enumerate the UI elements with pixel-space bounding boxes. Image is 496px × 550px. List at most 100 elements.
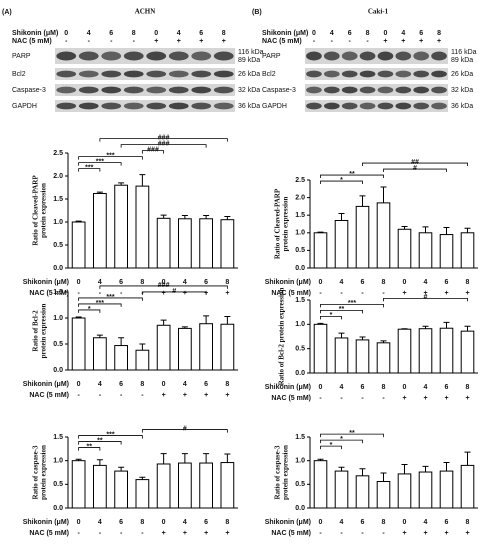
y-tick-label: 1.0 bbox=[53, 315, 63, 322]
bar bbox=[397, 473, 412, 509]
significance-label: ### bbox=[158, 134, 170, 141]
significance-label: # bbox=[413, 165, 417, 172]
error-bar bbox=[338, 212, 345, 221]
x-tick-label: + bbox=[423, 395, 427, 402]
x-tick-label: + bbox=[423, 290, 427, 297]
band bbox=[101, 51, 122, 61]
kda-label: 36 kDa bbox=[238, 103, 260, 110]
error-bar bbox=[203, 453, 210, 464]
row-label: NAC (5 mM) bbox=[12, 38, 52, 45]
band bbox=[377, 70, 394, 78]
x-tick-label: 8 bbox=[225, 519, 229, 526]
lane-label: 4 bbox=[401, 30, 405, 37]
y-tick-label: 0.5 bbox=[53, 341, 63, 348]
significance-bracket bbox=[320, 309, 363, 314]
y-tick-label: 0.0 bbox=[53, 505, 63, 512]
x-tick-label: 6 bbox=[361, 384, 365, 391]
x-tick-label: + bbox=[225, 530, 229, 537]
significance-bracket bbox=[320, 439, 363, 444]
bar bbox=[397, 328, 412, 374]
x-tick-label: 6 bbox=[445, 519, 449, 526]
lane-label: - bbox=[88, 38, 91, 45]
band bbox=[168, 70, 189, 78]
bar bbox=[93, 464, 107, 509]
x-tick-label: 8 bbox=[140, 279, 144, 286]
x-tick-label: + bbox=[444, 395, 448, 402]
band bbox=[413, 70, 430, 78]
lane-label: 8 bbox=[222, 30, 226, 37]
band bbox=[306, 102, 322, 110]
lane-label: - bbox=[366, 38, 369, 45]
error-bar bbox=[380, 186, 387, 203]
error-bar bbox=[422, 226, 429, 233]
y-axis-label: Ratio of Bcl-2 bbox=[32, 310, 40, 352]
error-bar bbox=[317, 322, 324, 325]
panel-label: (B) bbox=[252, 9, 262, 16]
lane-label: + bbox=[383, 38, 387, 45]
significance-bracket bbox=[320, 315, 342, 320]
lane-label: 0 bbox=[383, 30, 387, 37]
bar bbox=[460, 232, 475, 269]
bar bbox=[135, 349, 150, 371]
x-tick-label: 4 bbox=[424, 519, 428, 526]
significance-bracket bbox=[99, 285, 228, 289]
error-bar bbox=[443, 462, 450, 472]
bar bbox=[313, 323, 328, 374]
band bbox=[191, 102, 212, 110]
significance-bracket bbox=[78, 162, 122, 166]
band bbox=[56, 102, 77, 110]
bar bbox=[178, 327, 192, 371]
lane-label: 4 bbox=[87, 30, 91, 37]
x-tick-label: 0 bbox=[77, 279, 81, 286]
band bbox=[323, 70, 340, 78]
error-bar bbox=[118, 466, 125, 472]
x-tick-label: + bbox=[444, 290, 448, 297]
row-label: NAC (5 mM) bbox=[262, 38, 302, 45]
row-label: Shikonin (μM) bbox=[262, 30, 308, 37]
error-bar bbox=[443, 321, 450, 329]
x-tick-label: 6 bbox=[119, 519, 123, 526]
x-row-label: Shikonin (μM) bbox=[23, 279, 69, 286]
band bbox=[213, 86, 234, 94]
significance-bracket bbox=[78, 168, 101, 172]
lane-label: 0 bbox=[154, 30, 158, 37]
band bbox=[168, 51, 189, 61]
y-tick-label: 1.0 bbox=[295, 458, 305, 465]
y-tick-label: 0.5 bbox=[53, 481, 63, 488]
x-tick-label: 6 bbox=[445, 384, 449, 391]
lane-label: 8 bbox=[437, 30, 441, 37]
band bbox=[78, 51, 99, 61]
band bbox=[431, 86, 447, 94]
significance-bracket bbox=[78, 156, 143, 160]
significance-bracket bbox=[141, 429, 228, 433]
error-bar bbox=[181, 453, 188, 464]
band bbox=[123, 102, 144, 110]
lane-label: + bbox=[199, 38, 203, 45]
band bbox=[101, 86, 122, 94]
x-tick-label: 0 bbox=[403, 279, 407, 286]
error-bar bbox=[203, 315, 210, 324]
band bbox=[191, 86, 212, 94]
significance-bracket bbox=[383, 297, 468, 302]
y-axis-label: protein expression bbox=[40, 445, 48, 500]
x-tick-label: - bbox=[340, 530, 343, 537]
error-bar bbox=[380, 472, 387, 482]
significance-label: * bbox=[330, 312, 333, 319]
bar bbox=[355, 205, 370, 269]
y-tick-label: 0.5 bbox=[53, 242, 63, 249]
protein-label: GAPDH bbox=[262, 103, 287, 110]
band bbox=[78, 102, 99, 110]
lane-label: 6 bbox=[199, 30, 203, 37]
significance-label: ** bbox=[349, 430, 355, 437]
significance-label: ### bbox=[147, 146, 159, 153]
band bbox=[323, 102, 340, 110]
x-tick-label: - bbox=[141, 530, 144, 537]
y-axis-label: protein expression bbox=[40, 304, 48, 359]
x-tick-label: - bbox=[141, 392, 144, 399]
y-tick-label: 0.0 bbox=[295, 505, 305, 512]
y-tick-label: 1.5 bbox=[295, 212, 305, 219]
lane-label: 0 bbox=[64, 30, 68, 37]
x-tick-label: - bbox=[382, 530, 385, 537]
bar bbox=[156, 463, 171, 509]
x-tick-label: 8 bbox=[225, 279, 229, 286]
